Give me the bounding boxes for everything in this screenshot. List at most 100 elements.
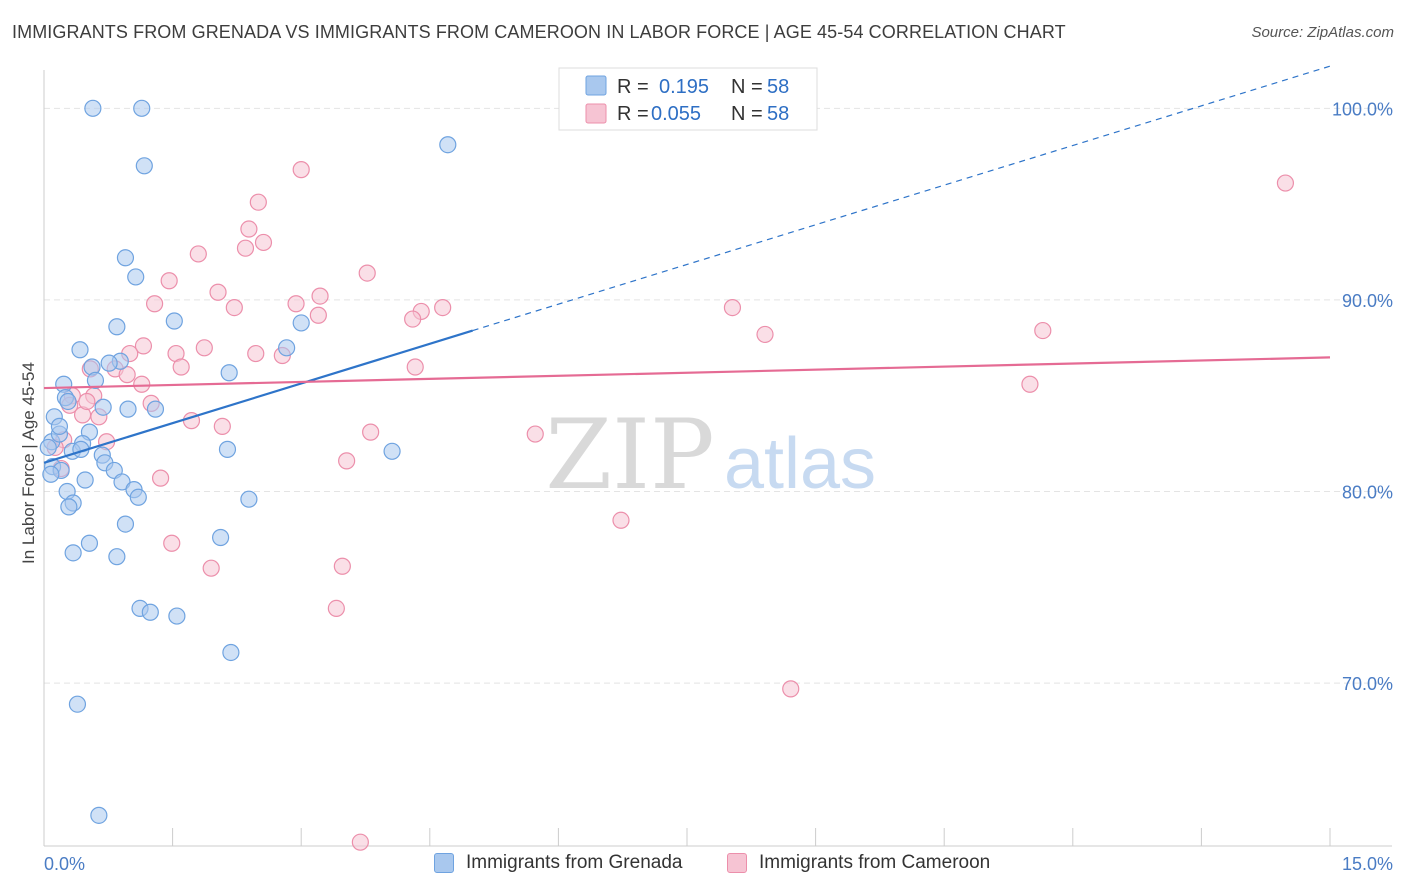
grenada-point: [135, 157, 153, 175]
grenada-point: [292, 314, 310, 332]
legend-swatch-grenada-bottom: [434, 853, 454, 873]
legend-r-value-grenada: 0.195: [659, 76, 709, 98]
cameroon-point: [327, 599, 345, 618]
grenada-point: [127, 268, 145, 286]
grenada-point: [165, 312, 183, 330]
cameroon-point: [249, 193, 267, 211]
cameroon-point: [362, 423, 380, 441]
axes: [43, 70, 1392, 847]
grenada-point: [39, 438, 57, 457]
y-tick-label: 100.0%: [1332, 99, 1393, 119]
grenada-point: [133, 99, 151, 117]
legend-r-value-cameroon: 0.055: [651, 103, 701, 125]
trend-lines: [43, 65, 1331, 464]
series-legend: Immigrants from Grenada Immigrants from …: [0, 852, 1406, 878]
cameroon-point: [1021, 375, 1039, 393]
cameroon-point: [333, 557, 351, 575]
gridlines: 70.0% 80.0% 90.0% 100.0%: [44, 99, 1393, 694]
cameroon-point: [118, 366, 136, 384]
legend-item-cameroon[interactable]: Immigrants from Cameroon: [727, 852, 990, 874]
cameroon-point: [236, 239, 255, 257]
grenada-point: [90, 806, 108, 824]
cameroon-point: [434, 298, 452, 317]
x-tick-label-max: 15.0%: [1342, 854, 1393, 874]
watermark-atlas: atlas: [724, 424, 876, 504]
cameroon-point: [195, 339, 213, 357]
cameroon-point: [254, 233, 273, 252]
grenada-point: [278, 339, 296, 357]
cameroon-point: [247, 344, 265, 363]
source-credit: Source: ZipAtlas.com: [1251, 24, 1394, 41]
grenada-point: [42, 465, 60, 483]
cameroon-point: [78, 392, 96, 411]
grenada-point: [76, 471, 94, 489]
cameroon-point: [406, 358, 424, 376]
grenada-point: [212, 528, 230, 547]
legend-r-label-grenada: R =: [617, 76, 649, 98]
cameroon-point: [287, 295, 305, 313]
cameroon-point: [311, 287, 329, 305]
cameroon-point: [151, 469, 170, 487]
grenada-point: [86, 371, 105, 389]
grenada-point: [119, 400, 137, 418]
legend-r-label-cameroon: R =: [617, 103, 649, 125]
cameroon-point: [209, 283, 227, 301]
grenada-point: [383, 442, 401, 460]
grenada-point: [116, 249, 135, 267]
grenada-point: [146, 400, 165, 418]
cameroon-point: [782, 680, 800, 698]
grenada-point: [60, 498, 78, 516]
grenada-point: [129, 488, 147, 506]
legend-swatch-cameroon-bottom: [727, 853, 747, 873]
legend-n-label-cameroon: N =: [731, 103, 763, 125]
cameroon-point: [134, 337, 153, 355]
cameroon-point: [160, 272, 178, 290]
cameroon-point: [404, 310, 422, 328]
legend-n-value-cameroon: 58: [767, 103, 789, 125]
grenada-point: [220, 364, 238, 382]
cameroon-point: [225, 298, 243, 317]
grenada-point: [222, 643, 240, 662]
cameroon-point: [1276, 174, 1295, 192]
grenada-point: [240, 490, 258, 508]
cameroon-point: [351, 833, 369, 851]
grenada-point: [116, 515, 135, 533]
grenada-point: [94, 398, 112, 416]
cameroon-point: [309, 306, 327, 324]
cameroon-point: [1034, 321, 1052, 340]
cameroon-point: [358, 264, 376, 282]
grenada-point: [168, 607, 186, 625]
cameroon-point: [612, 511, 630, 529]
legend-item-grenada[interactable]: Immigrants from Grenada: [434, 852, 682, 874]
x-tick-label-min: 0.0%: [44, 854, 85, 874]
grenada-point: [100, 354, 118, 372]
legend-swatch-grenada: [585, 75, 607, 96]
cameroon-point: [292, 161, 310, 179]
grenada-point: [84, 99, 102, 117]
watermark-zip: ZIP: [545, 399, 714, 511]
cameroon-point: [189, 245, 207, 263]
y-tick-label: 90.0%: [1342, 291, 1393, 311]
grenada-point: [59, 392, 77, 411]
stats-legend: R = 0.195 N = 58 R = 0.055 N = 58: [558, 67, 818, 131]
legend-label-cameroon: Immigrants from Cameroon: [759, 852, 991, 873]
grenada-point: [439, 136, 457, 154]
grenada-point: [113, 473, 131, 491]
chart-title: IMMIGRANTS FROM GRENADA VS IMMIGRANTS FR…: [12, 22, 1066, 42]
grenada-point: [71, 341, 89, 359]
grenada-point: [80, 534, 99, 552]
cameroon-point: [145, 295, 164, 313]
cameroon-point: [338, 452, 356, 470]
cameroon-point: [213, 417, 231, 435]
cameroon-point: [526, 425, 544, 443]
grenada-point: [108, 318, 126, 336]
y-tick-label: 70.0%: [1342, 674, 1393, 694]
cameroon-point: [240, 220, 258, 238]
cameroon-point: [723, 298, 742, 317]
grenada-point: [68, 695, 87, 713]
grenada-point: [50, 417, 69, 435]
y-tick-label: 80.0%: [1342, 483, 1393, 503]
cameroon-point: [163, 534, 181, 552]
grenada-trend-line: [43, 329, 473, 464]
